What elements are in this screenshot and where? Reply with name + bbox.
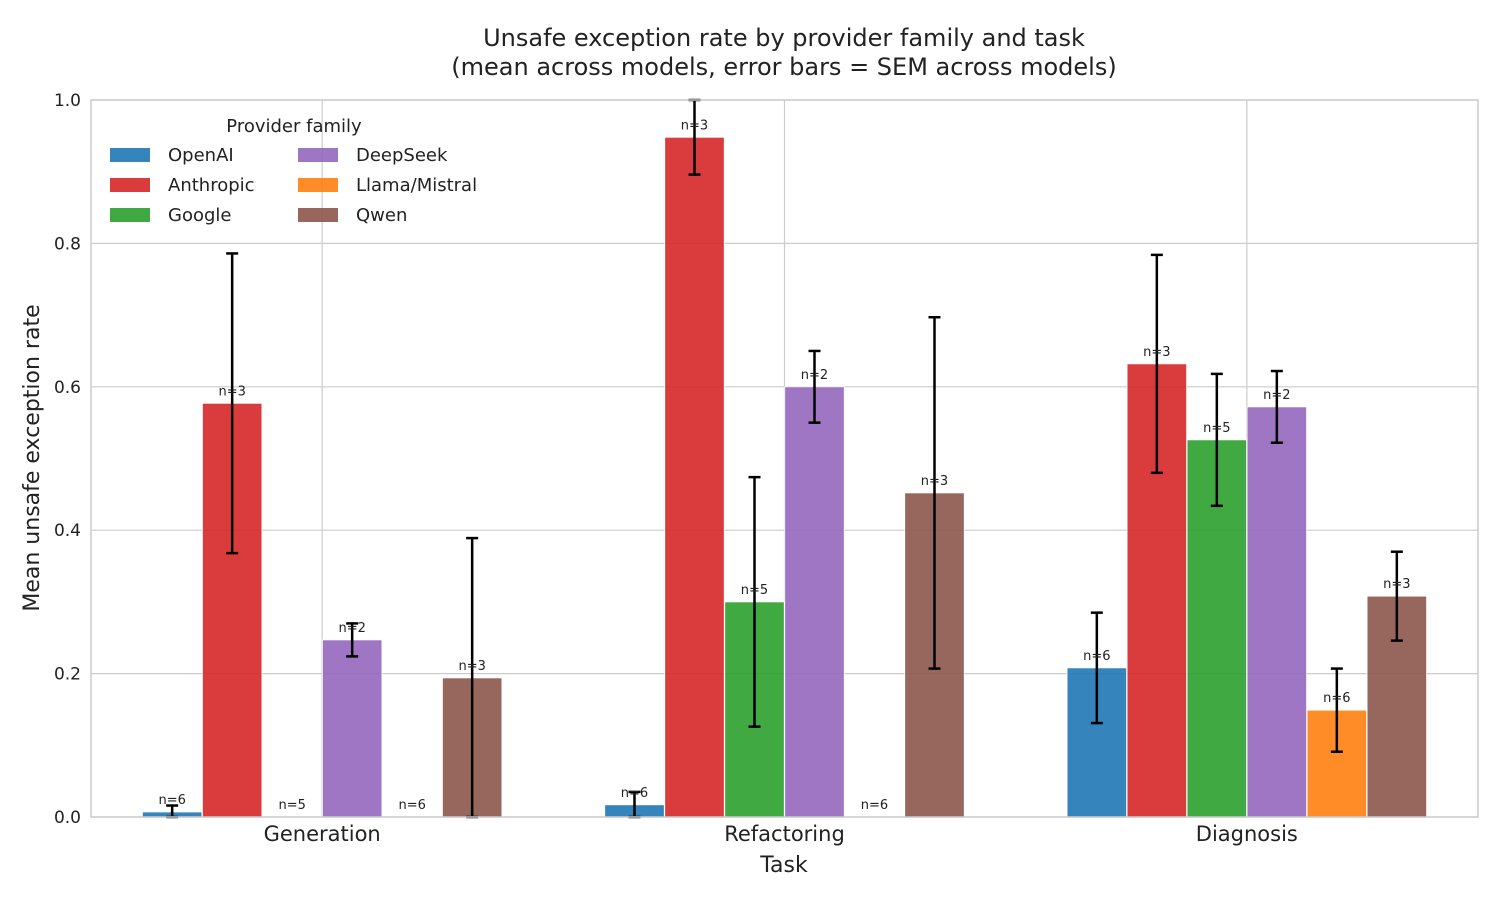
- legend-swatch: [298, 148, 338, 162]
- legend: Provider family OpenAI Anthropic Google Dee…: [110, 116, 477, 226]
- count-label: n=5: [741, 583, 768, 598]
- x-tick-label: Diagnosis: [1196, 822, 1298, 846]
- legend-swatch: [110, 178, 150, 192]
- count-label: n=5: [1203, 421, 1230, 436]
- count-label: n=6: [1083, 649, 1110, 664]
- count-label: n=3: [218, 384, 245, 399]
- count-label: n=2: [1263, 388, 1290, 403]
- count-label: n=2: [801, 368, 828, 383]
- count-label: n=3: [458, 659, 485, 674]
- x-tick-label: Refactoring: [724, 822, 845, 846]
- legend-swatch: [110, 148, 150, 162]
- y-tick-label: 0.8: [54, 234, 81, 254]
- legend-swatch: [298, 178, 338, 192]
- count-label: n=6: [398, 798, 425, 813]
- plot-frame: [90, 99, 1479, 818]
- y-tick-label: 0.4: [54, 521, 81, 541]
- chart-title: Unsafe exception rate by provider family…: [483, 24, 1085, 52]
- legend-entry: Anthropic: [168, 175, 255, 196]
- count-label: n=3: [921, 474, 948, 489]
- x-tick-label: Generation: [264, 822, 381, 846]
- count-label: n=6: [1323, 691, 1350, 706]
- y-axis-label: Mean unsafe exception rate: [20, 304, 45, 611]
- count-label: n=2: [338, 621, 365, 636]
- count-label-layer: n=6 n=6 n=6 n=3 n=3 n=3 n=5 n=5 n=5 n=2 n=2 n=2 n=6 n…: [158, 118, 1410, 813]
- legend-swatch: [110, 208, 150, 222]
- count-label: n=6: [861, 798, 888, 813]
- y-tick-label: 1.0: [54, 91, 81, 111]
- legend-entry: DeepSeek: [356, 145, 448, 166]
- bar-layer: [142, 136, 1427, 818]
- y-tick-layer: 0.0 0.2 0.4 0.6 0.8 1.0: [54, 91, 81, 828]
- bar: [664, 136, 725, 818]
- legend-title: Provider family: [226, 116, 362, 137]
- y-tick-label: 0.6: [54, 378, 81, 398]
- legend-entry: Google: [168, 205, 231, 226]
- count-label: n=6: [158, 793, 185, 808]
- legend-entry: OpenAI: [168, 145, 234, 166]
- y-tick-label: 0.0: [54, 808, 81, 828]
- count-label: n=3: [1383, 577, 1410, 592]
- legend-entry: Qwen: [356, 205, 407, 226]
- count-label: n=5: [278, 798, 305, 813]
- bar: [784, 386, 845, 818]
- count-label: n=6: [621, 786, 648, 801]
- chart-subtitle: (mean across models, error bars = SEM ac…: [451, 53, 1116, 81]
- x-tick-layer: Generation Refactoring Diagnosis: [264, 822, 1298, 846]
- bar: [322, 639, 383, 818]
- x-axis-label: Task: [759, 853, 808, 878]
- legend-swatch: [298, 208, 338, 222]
- bar: [1246, 406, 1307, 818]
- count-label: n=3: [681, 118, 708, 133]
- count-label: n=3: [1143, 345, 1170, 360]
- bar: [202, 402, 263, 818]
- legend-entry: Llama/Mistral: [356, 175, 477, 196]
- y-tick-label: 0.2: [54, 665, 81, 685]
